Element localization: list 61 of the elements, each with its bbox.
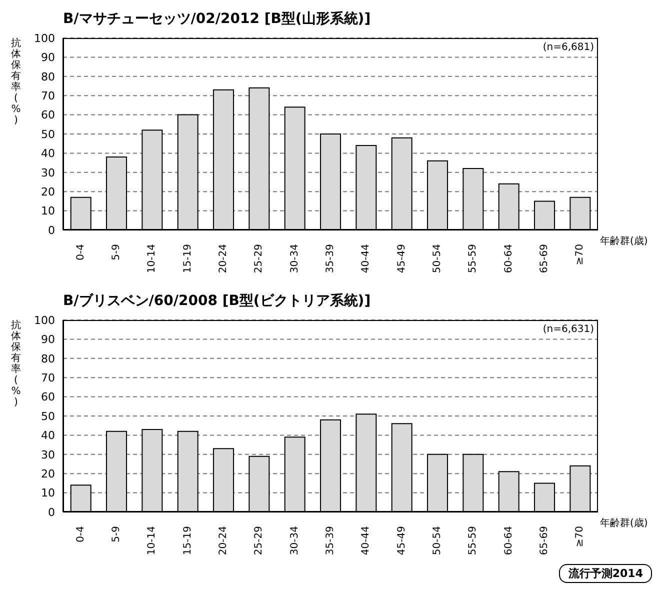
- x-tick-label: 55-59: [468, 526, 479, 556]
- x-tick-label: 45-49: [396, 526, 408, 556]
- chart-title: B/ブリスベン/60/2008 [B型(ビクトリア系統)]: [62, 292, 372, 311]
- x-tick-label: 10-14: [146, 244, 158, 274]
- x-tick-label: 35-39: [325, 526, 336, 556]
- x-tick-label: 30-34: [289, 244, 300, 274]
- x-tick-label: 30-34: [289, 526, 300, 556]
- x-tick-label: 10-14: [146, 526, 158, 556]
- x-tick-label: 25-29: [254, 526, 265, 556]
- y-tick-label: 90: [41, 51, 55, 64]
- x-tick-label: 0-4: [75, 244, 86, 260]
- x-tick-label: 45-49: [396, 244, 408, 274]
- x-tick-label: 5-9: [111, 244, 122, 260]
- x-tick-label: 20-24: [218, 244, 229, 274]
- x-tick-label: 40-44: [360, 244, 372, 274]
- y-tick-label: 0: [48, 506, 55, 519]
- y-tick-label: 30: [41, 448, 55, 462]
- y-tick-label: 80: [41, 70, 55, 84]
- x-tick-label: 40-44: [360, 526, 372, 556]
- y-tick-label: 0: [48, 224, 55, 237]
- annotation: (n=6,631): [542, 324, 594, 335]
- y-axis-title: 抗体保有率(%): [10, 320, 22, 408]
- x-tick-label: 50-54: [432, 526, 443, 556]
- x-axis-title: 年齢群(歳): [600, 234, 648, 248]
- text: 流行予測2014: [559, 564, 652, 583]
- y-tick-label: 60: [41, 390, 55, 404]
- x-tick-label: 50-54: [432, 244, 443, 274]
- x-tick-label: 65-69: [539, 244, 550, 274]
- x-tick-label: 60-64: [503, 244, 514, 274]
- x-tick-label: 55-59: [468, 244, 479, 274]
- y-tick-label: 80: [41, 352, 55, 366]
- chart-title: B/マサチューセッツ/02/2012 [B型(山形系統)]: [62, 10, 372, 29]
- annotation: (n=6,681): [542, 42, 594, 53]
- x-tick-label: 60-64: [503, 526, 514, 556]
- x-tick-label: 0-4: [75, 526, 86, 542]
- x-tick-label: ≥70: [574, 244, 586, 266]
- y-tick-label: 10: [41, 204, 55, 218]
- x-tick-label: 20-24: [218, 526, 229, 556]
- y-tick-label: 20: [41, 186, 55, 199]
- y-axis-title: 抗体保有率(%): [10, 38, 22, 126]
- x-tick-label: 5-9: [111, 526, 122, 542]
- x-tick-label: ≥70: [574, 526, 586, 548]
- y-tick-label: 40: [41, 429, 55, 442]
- x-tick-label: 65-69: [539, 526, 550, 556]
- y-tick-label: 90: [41, 333, 55, 346]
- x-tick-label: 15-19: [182, 244, 194, 274]
- y-tick-label: 20: [41, 468, 55, 481]
- y-tick-label: 100: [34, 314, 55, 327]
- y-tick-label: 50: [41, 128, 55, 141]
- y-tick-label: 50: [41, 410, 55, 423]
- x-axis-title: 年齢群(歳): [600, 516, 648, 530]
- y-tick-label: 10: [41, 486, 55, 500]
- y-tick-label: 70: [41, 372, 55, 385]
- y-tick-label: 40: [41, 147, 55, 160]
- x-tick-label: 15-19: [182, 526, 194, 556]
- y-tick-label: 70: [41, 90, 55, 103]
- y-tick-label: 60: [41, 108, 55, 122]
- y-tick-label: 30: [41, 166, 55, 180]
- x-tick-label: 35-39: [325, 244, 336, 274]
- x-tick-label: 25-29: [254, 244, 265, 274]
- y-tick-label: 100: [34, 32, 55, 45]
